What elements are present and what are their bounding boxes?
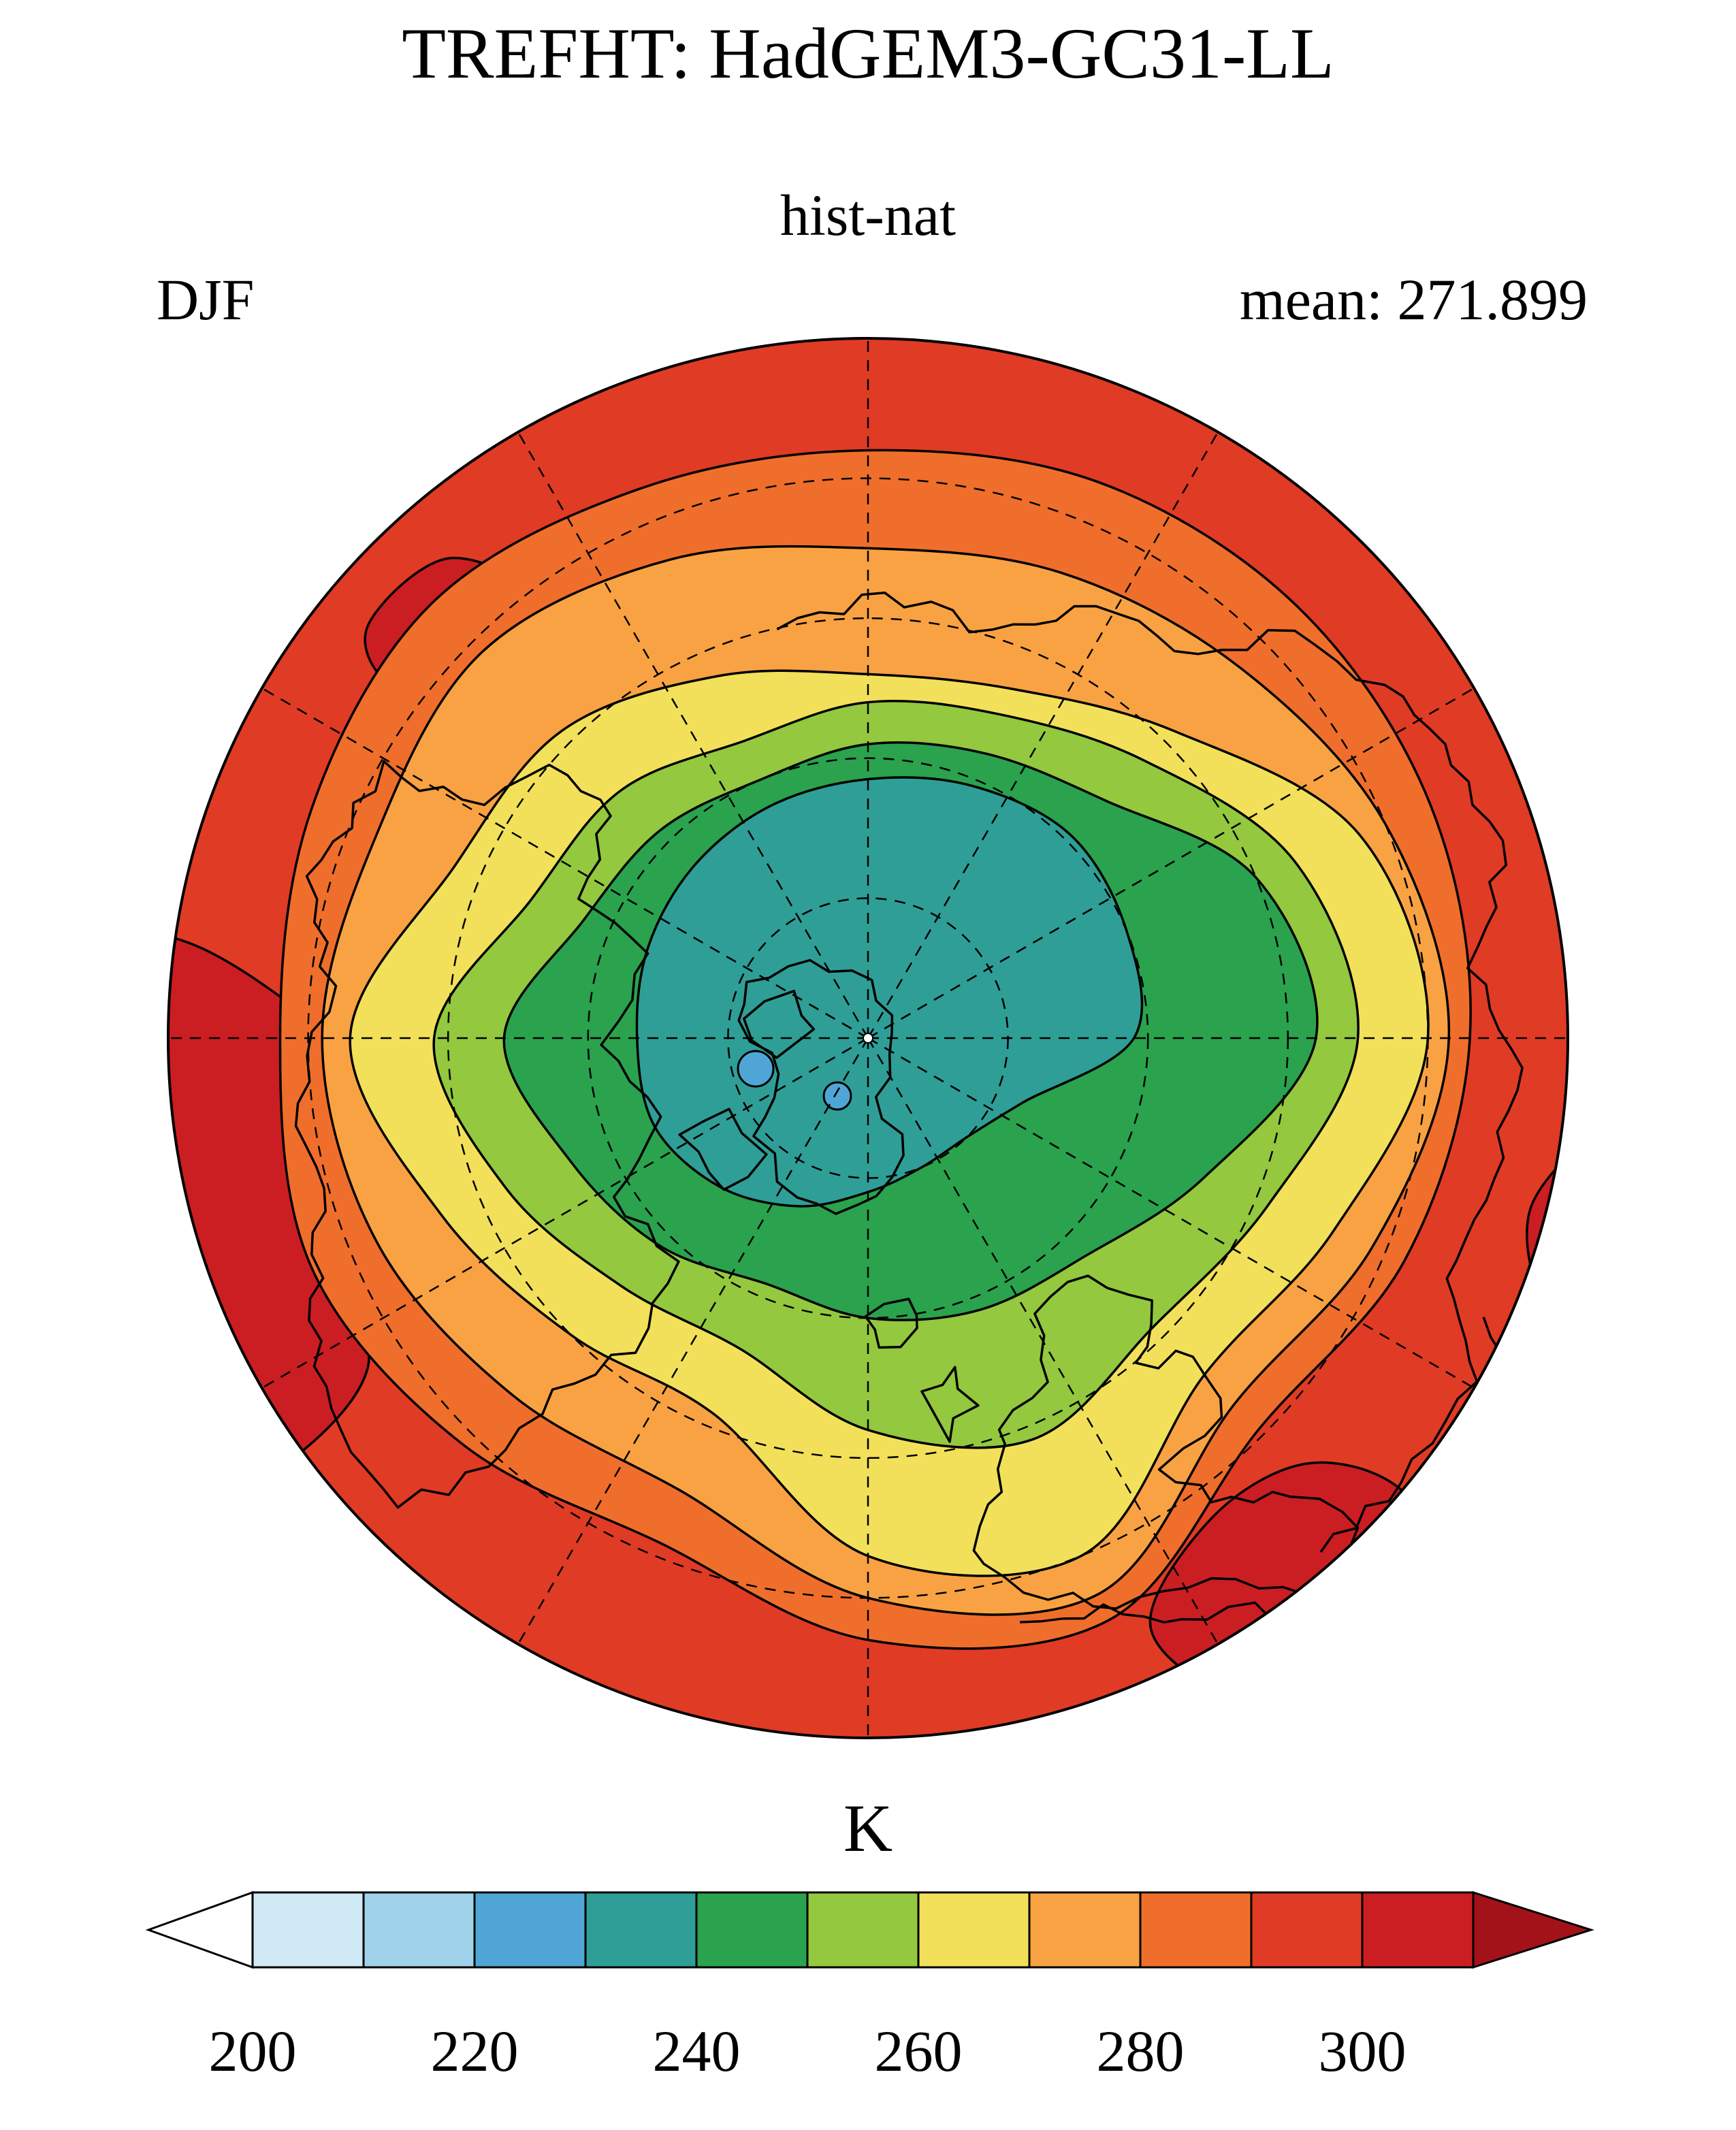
coastline-iceland [864, 1297, 918, 1349]
coastline-europe [972, 1274, 1360, 1610]
colorbar-cell-200 [251, 1891, 365, 1969]
experiment-subtitle: hist-nat [780, 182, 956, 248]
map-boundary-circle [167, 337, 1569, 1739]
colorbar-cell-270 [1028, 1891, 1142, 1969]
coastline-north-america [294, 760, 680, 1509]
colorbar-cell-290 [1250, 1891, 1364, 1969]
meridian-line [867, 432, 1219, 1039]
pole-marker [863, 1033, 873, 1044]
colorbar-cells [145, 1890, 1594, 1969]
polar-map-svg [167, 337, 1569, 1739]
colorbar: 200 220 240 260 280 300 [0, 1886, 1736, 2117]
tick-label-240: 240 [653, 2018, 741, 2084]
meridian-line [867, 1037, 1475, 1389]
colorbar-cell-230 [584, 1891, 698, 1969]
meridian-line [517, 1037, 869, 1645]
colorbar-svg: 200 220 240 260 280 300 [145, 1890, 1594, 2084]
coastline-british-isles [920, 1366, 980, 1443]
colorbar-cell-210 [362, 1891, 476, 1969]
coastline-greenland [737, 958, 905, 1215]
colorbar-cell-280 [1139, 1891, 1253, 1969]
meridian-line [261, 1037, 869, 1389]
meridian-line [517, 432, 869, 1039]
mean-value-label: mean: 271.899 [1239, 267, 1588, 332]
band-220-230-spot [822, 1081, 852, 1111]
colorbar-cell-300 [1361, 1891, 1475, 1969]
coastline-archipelago-1 [678, 1108, 768, 1191]
band-220-230-spot [737, 1050, 775, 1088]
coastline-archipelago-2 [743, 990, 816, 1059]
tick-label-220: 220 [431, 2018, 519, 2084]
polar-map [163, 334, 1573, 1743]
colorbar-above-arrow [1472, 1890, 1594, 1969]
meridian-line [867, 687, 1475, 1039]
colorbar-cell-260 [917, 1891, 1031, 1969]
colorbar-cell-250 [806, 1891, 920, 1969]
tick-label-300: 300 [1319, 2018, 1407, 2084]
map-content [168, 338, 1568, 1738]
tick-label-260: 260 [875, 2018, 963, 2084]
tick-label-200: 200 [209, 2018, 297, 2084]
meridian-line [261, 687, 869, 1039]
season-label: DJF [157, 267, 255, 332]
tick-label-280: 280 [1097, 2018, 1185, 2084]
colorbar-units-label: K [843, 1790, 893, 1866]
page-title: TREFHT: HadGEM3-GC31-LL [402, 14, 1334, 93]
colorbar-cell-240 [695, 1891, 809, 1969]
colorbar-cell-220 [473, 1891, 587, 1969]
colorbar-below-arrow [145, 1890, 254, 1969]
coastline-arctic-eurasia [776, 592, 1524, 1553]
